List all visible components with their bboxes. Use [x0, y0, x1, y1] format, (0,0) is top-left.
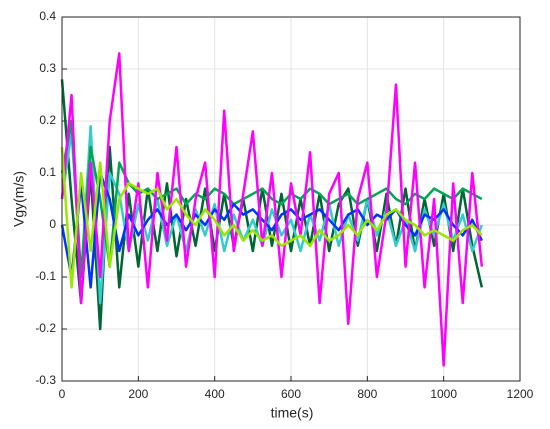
y-tick-label: 0.3 [39, 61, 56, 75]
x-tick-label: 1200 [507, 387, 534, 401]
y-tick-label: 0 [49, 217, 56, 231]
y-tick-label: -0.1 [35, 269, 56, 283]
y-tick-label: 0.2 [39, 113, 56, 127]
plot-frame [61, 16, 521, 382]
x-tick-label: 400 [205, 387, 225, 401]
x-tick-label: 800 [357, 387, 377, 401]
y-tick-label: -0.2 [35, 321, 56, 335]
x-tick-label: 0 [59, 387, 66, 401]
x-axis-label: time(s) [271, 405, 314, 421]
x-tick-label: 600 [281, 387, 301, 401]
series-line [60, 52, 484, 367]
y-tick-label: 0.1 [39, 165, 56, 179]
series-line [60, 146, 483, 289]
y-tick-label: 0.4 [39, 9, 56, 23]
y-axis-label: Vgy(m/s) [11, 171, 27, 227]
x-tick-label: 200 [128, 387, 148, 401]
y-tick-label: -0.3 [35, 373, 56, 387]
x-tick-label: 1000 [430, 387, 457, 401]
